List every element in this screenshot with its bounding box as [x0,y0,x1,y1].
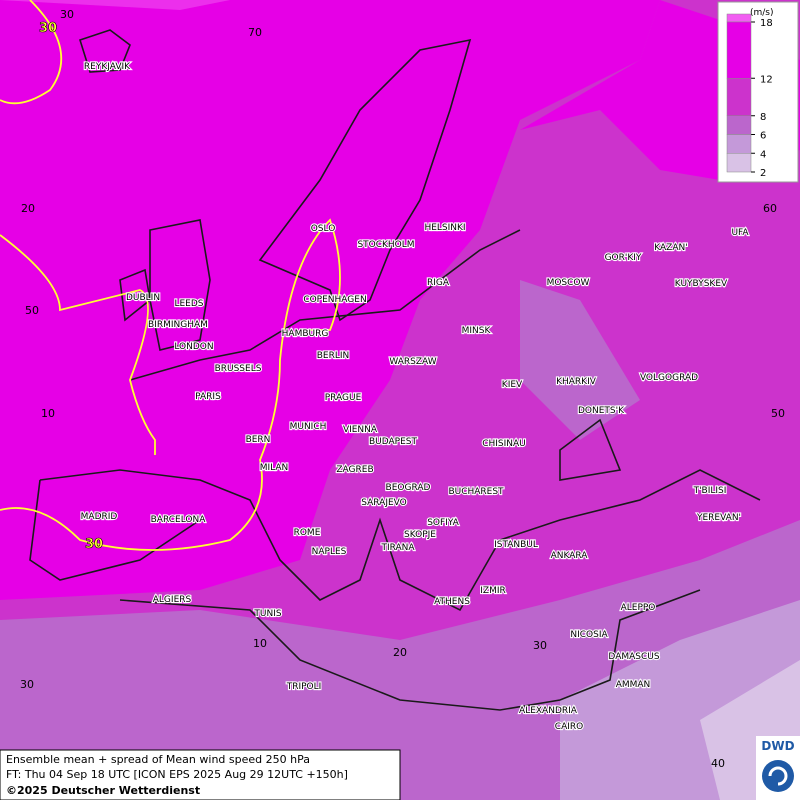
city-label: VOLGOGRAD [640,373,698,383]
legend-label: 6 [760,131,766,142]
footer-box [0,749,401,801]
footer-line: FT: Thu 04 Sep 18 UTC [ICON EPS 2025 Aug… [6,768,348,781]
city-label: ATHENS [434,597,470,607]
city-label: KIEV [502,380,523,390]
city-label: MILAN [260,463,289,473]
city-label: STOCKHOLM [357,240,414,250]
city-label: BERN [246,435,271,445]
contour-label: 30 [85,537,103,552]
legend-swatch [726,115,752,135]
city-label: NAPLES [312,547,347,557]
legend-swatch [726,21,752,79]
grid-label: 10 [253,637,267,650]
coastlines [29,29,761,711]
city-label: WARSZAW [389,357,436,367]
city-label: ANKARA [551,551,589,561]
legend-unit: (m/s) [750,8,774,18]
city-label: BUDAPEST [369,437,418,447]
legend-swatch [726,13,752,23]
city-label: TUNIS [253,609,281,619]
city-label: LONDON [174,342,213,352]
footer-line: Ensemble mean + spread of Mean wind spee… [6,753,310,766]
city-label: MOSCOW [547,278,590,288]
city-label: BERLIN [317,351,350,361]
legend-label: 12 [760,74,773,85]
city-label: YEREVAN' [696,513,741,523]
city-label: DONETS'K [578,406,625,416]
grid-label: 50 [25,304,39,317]
city-label: LEEDS [174,299,203,309]
contour-label: 30 [39,21,57,36]
city-label: TIRANA [380,543,415,553]
city-label: SARAJEVO [361,498,407,508]
city-label: BEOGRAD [386,483,431,493]
jet-core [0,0,660,600]
legend-label: 8 [760,112,766,123]
city-label: DUBLIN [126,293,160,303]
city-label: HAMBURG [282,329,329,339]
city-label: DAMASCUS [608,652,659,662]
city-label: ALEXANDRIA [519,706,578,716]
city-label: CHISINAU [482,439,526,449]
city-label: T'BILISI [693,486,727,496]
city-label: ALGIERS [153,595,192,605]
legend-label: 2 [760,168,766,179]
city-label: AMMAN [616,680,651,690]
city-label: CAIRO [555,722,583,732]
city-label: BARCELONA [151,515,207,525]
city-label: GOR'KIY [605,253,642,263]
city-label: MUNICH [290,422,327,432]
city-label: VIENNA [343,425,378,435]
grid-label: 30 [20,678,34,691]
city-label: ALEPPO [621,603,656,613]
city-label: ISTANBUL [494,540,538,550]
city-label: RIGA [427,278,450,288]
city-label: KUYBYSKEV [675,279,728,289]
city-label: ZAGREB [336,465,373,475]
city-label: ROME [294,528,321,538]
legend-swatch [726,78,752,116]
grid-label: 50 [771,407,785,420]
grid-label: 20 [21,202,35,215]
city-label: PARIS [195,392,221,402]
city-label: KAZAN' [654,243,687,253]
legend: (m/s) 18 12 8 6 4 2 [717,1,799,183]
city-label: SOFIYA [427,518,459,528]
city-label: HELSINKI [424,223,465,233]
legend-swatch [726,134,752,154]
grid-label: 30 [533,639,547,652]
grid-label: 40 [711,757,725,770]
weak-wind [520,280,640,440]
city-label: KHARKIV [556,377,597,387]
grid-label: 20 [393,646,407,659]
footer-line: ©2025 Deutscher Wetterdienst [6,784,200,797]
city-label: PRAGUE [325,393,362,403]
city-label: OSLO [311,224,336,234]
city-label: TRIPOLI [286,682,322,692]
grid-label: 30 [60,8,74,21]
city-label: COPENHAGEN [303,295,366,305]
legend-label: 4 [760,149,766,160]
logo-icon [768,766,788,786]
legend-swatch [726,153,752,173]
city-label: MINSK [462,326,492,336]
city-label: UFA [731,228,749,238]
city-label: BUCHAREST [448,487,504,497]
legend-label: 18 [760,18,773,29]
grid-label: 70 [248,26,262,39]
city-label: MADRID [81,512,118,522]
grid-label: 10 [41,407,55,420]
logo: DWD [761,739,794,753]
contours [0,0,341,551]
city-label: REYKJAVIK [84,62,131,72]
grid-label: 60 [763,202,777,215]
city-label: BRUSSELS [215,364,262,374]
city-label: IZMIR [480,586,506,596]
logo-icon [762,760,794,792]
city-label: BIRMINGHAM [148,320,208,330]
city-label: SKOPJE [404,530,436,540]
strong-wind [0,0,230,10]
city-label: NICOSIA [570,630,608,640]
